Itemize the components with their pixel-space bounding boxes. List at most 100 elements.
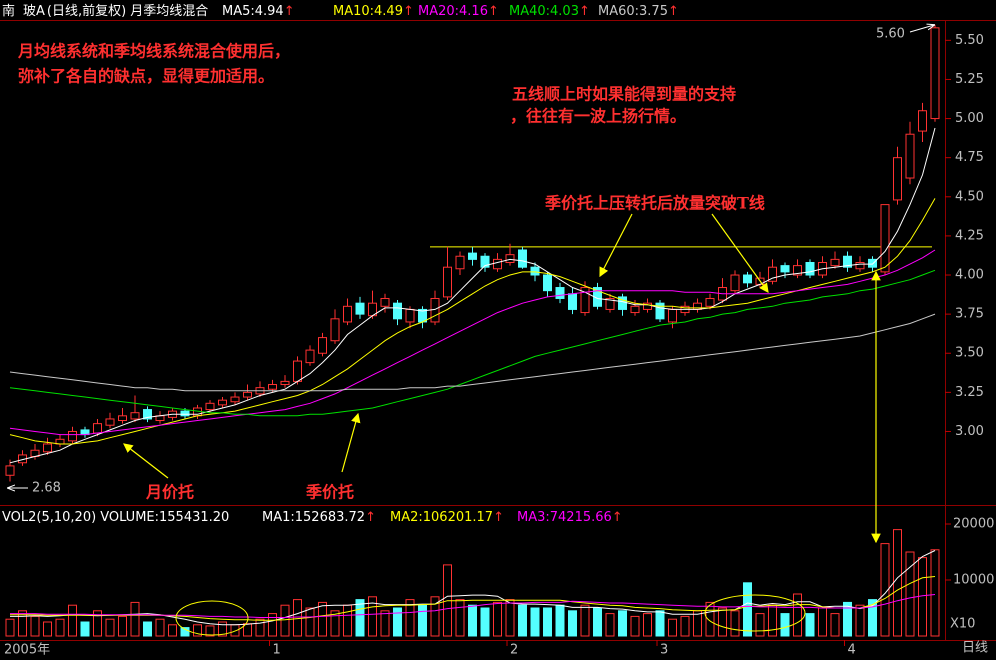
volume-bar — [293, 599, 302, 637]
volume-bar — [80, 621, 90, 637]
candle-body — [743, 274, 752, 284]
annotation: 五线顺上时如果能得到量的支持 — [512, 85, 736, 104]
y-tick-label: 4.50 — [955, 189, 984, 204]
annotation: 弥补了各自的缺点，显得更加适用。 — [18, 67, 274, 86]
legend-entry: MA2:106201.17↑ — [390, 510, 504, 525]
legend-arrow: ↑ — [493, 510, 504, 525]
candle-body — [918, 110, 927, 132]
candle-body — [293, 360, 302, 382]
legend-label: MA20:4.16 — [418, 4, 488, 19]
candle-body — [105, 418, 115, 426]
high-label: 5.60 — [876, 27, 905, 42]
candle-body — [230, 396, 240, 403]
volume-bar — [318, 601, 327, 637]
annotation: 月均线系统和季均线系统混合使用后， — [17, 42, 290, 61]
candle-body — [655, 302, 665, 320]
y-tick-label: 3.25 — [955, 385, 984, 400]
candle-body — [568, 293, 577, 310]
x-tick-label: 2005年 — [4, 643, 50, 658]
legend-entry: MA1:152683.72↑ — [262, 510, 376, 525]
candle-body — [305, 349, 315, 364]
volume-bar — [605, 613, 615, 637]
legend-label: MA2:106201.17 — [390, 510, 493, 525]
volume-bar — [393, 607, 402, 637]
legend-label: MA1:152683.72 — [262, 510, 365, 525]
candle-body — [880, 204, 890, 273]
volume-bar — [830, 613, 840, 637]
candle-body — [805, 262, 815, 276]
volume-bar — [780, 613, 790, 637]
volume-bar — [5, 618, 15, 637]
candle-body — [555, 287, 565, 299]
plot: 5.50 5.25 5.00 4.75 4.50 4.25 4.00 3.75 3.50 3.25… — [4, 24, 994, 658]
volume-bar — [168, 624, 177, 637]
volume-bar — [43, 621, 52, 637]
volume-bar — [568, 610, 577, 637]
legend-entry: MA60:3.75↑ — [598, 4, 679, 19]
legend-label: MA60:3.75 — [598, 4, 668, 19]
volume-bar — [755, 613, 765, 637]
low-label: 2.68 — [32, 481, 61, 496]
legend: MA5:4.94↑ MA10:4.49↑ MA20:4.16↑ MA40:4.03↑ M… — [222, 4, 679, 19]
y-tick-label: 5.50 — [955, 33, 984, 48]
y-tick-label: 4.25 — [955, 228, 984, 243]
volume-bar — [518, 604, 527, 637]
volume-bar — [455, 599, 465, 637]
candle-body — [130, 412, 140, 420]
volume-bar — [705, 601, 715, 637]
volume-bar — [855, 604, 865, 637]
volume-bar — [743, 582, 752, 637]
volume-bar — [768, 604, 777, 637]
y-tick-label: 4.00 — [955, 268, 984, 283]
volume-bar — [405, 599, 415, 637]
candle-body — [630, 305, 640, 314]
candle-body — [855, 262, 865, 270]
candle-body — [543, 274, 552, 292]
scale-label: X10 — [950, 617, 975, 632]
volume-bar — [180, 627, 190, 637]
frame — [0, 20, 996, 641]
candle-body — [318, 337, 327, 354]
candle-body — [468, 252, 477, 260]
volume-bar — [30, 615, 40, 637]
candle-body — [843, 255, 852, 268]
candle-body — [205, 402, 215, 411]
stock-code: 南玻A (日线,前复权) 月季均线混合 — [2, 3, 208, 19]
volume-bar — [343, 604, 352, 637]
candle-body — [393, 302, 402, 320]
legend-label: MA5:4.94 — [222, 4, 284, 19]
candle-body — [668, 308, 677, 323]
legend-arrow: ↑ — [365, 510, 376, 525]
candle-body — [218, 399, 227, 406]
ma-line — [9, 127, 936, 464]
volume-bar — [68, 604, 77, 637]
candle-body — [730, 274, 740, 292]
volume-bar — [268, 613, 277, 637]
candle-body — [643, 302, 652, 310]
legend-entry: MA40:4.03↑ — [509, 4, 590, 19]
legend-entry: MA5:4.94↑ — [222, 4, 295, 19]
volume-value: VOLUME:155431.20 — [100, 510, 229, 525]
volume-bar — [155, 618, 165, 637]
annotation-arrows — [8, 25, 934, 636]
volume-bar — [630, 615, 640, 637]
ma-line — [9, 249, 936, 436]
candle-body — [330, 318, 340, 342]
x-tick-label: 1 — [273, 643, 281, 658]
candle-body — [930, 27, 940, 120]
volume-bar — [93, 610, 102, 637]
volume-bar — [718, 607, 727, 637]
candle-body — [768, 266, 777, 282]
volume-bar — [18, 610, 27, 637]
candle-body — [493, 258, 502, 270]
volume-bar — [843, 601, 852, 637]
volume-bar — [618, 610, 627, 637]
volume-bar — [105, 618, 115, 637]
volume-bar — [480, 607, 490, 637]
candle-body — [518, 249, 527, 268]
volume-bar — [380, 610, 390, 637]
ma-line — [9, 313, 936, 392]
y-tick-label: 5.25 — [955, 72, 984, 87]
